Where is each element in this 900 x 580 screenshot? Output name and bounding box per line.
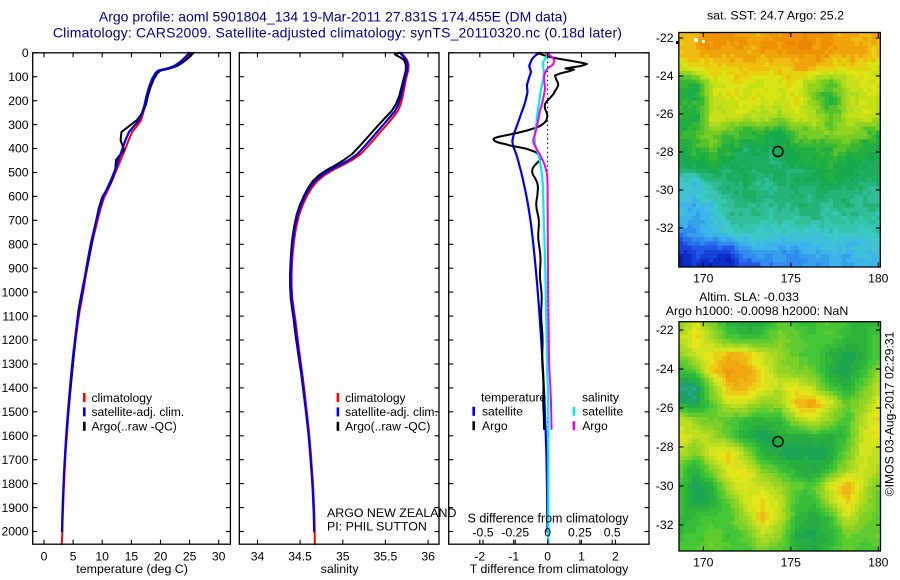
svg-text:-26: -26 bbox=[656, 107, 674, 121]
svg-text:15: 15 bbox=[125, 550, 139, 564]
svg-text:0: 0 bbox=[41, 550, 48, 564]
svg-text:36: 36 bbox=[421, 550, 435, 564]
svg-text:-22: -22 bbox=[656, 323, 674, 337]
svg-text:Argo: Argo bbox=[582, 419, 608, 433]
svg-text:salinity: salinity bbox=[582, 391, 620, 405]
svg-text:salinity: salinity bbox=[321, 562, 360, 576]
svg-text:100: 100 bbox=[8, 70, 29, 84]
svg-text:1200: 1200 bbox=[1, 333, 28, 347]
svg-text:5: 5 bbox=[70, 550, 77, 564]
svg-text:-30: -30 bbox=[656, 479, 674, 493]
svg-text:2000: 2000 bbox=[1, 525, 28, 539]
svg-text:500: 500 bbox=[8, 166, 29, 180]
svg-text:satellite-adj. clim.: satellite-adj. clim. bbox=[92, 405, 185, 419]
svg-text:1000: 1000 bbox=[1, 285, 28, 299]
svg-text:35: 35 bbox=[336, 550, 350, 564]
svg-text:Argo: Argo bbox=[482, 419, 508, 433]
svg-text:-0.5: -0.5 bbox=[472, 526, 493, 540]
svg-text:satellite: satellite bbox=[582, 405, 623, 419]
svg-text:-0.25: -0.25 bbox=[501, 526, 529, 540]
svg-text:1800: 1800 bbox=[1, 477, 28, 491]
svg-text:175: 175 bbox=[781, 272, 802, 286]
svg-text:170: 170 bbox=[693, 272, 714, 286]
svg-text:Argo h1000: -0.0098 h2000: NaN: Argo h1000: -0.0098 h2000: NaN bbox=[666, 304, 849, 318]
svg-text:climatology: climatology bbox=[92, 391, 153, 405]
svg-text:900: 900 bbox=[8, 261, 29, 275]
svg-text:180: 180 bbox=[868, 556, 889, 570]
svg-text:Argo profile: aoml 5901804_134: Argo profile: aoml 5901804_134 19-Mar-20… bbox=[99, 9, 567, 25]
svg-text:10: 10 bbox=[95, 550, 109, 564]
svg-text:1600: 1600 bbox=[1, 429, 28, 443]
svg-text:1900: 1900 bbox=[1, 501, 28, 515]
svg-text:-1: -1 bbox=[508, 550, 519, 564]
svg-text:-32: -32 bbox=[656, 221, 674, 235]
svg-text:700: 700 bbox=[8, 214, 29, 228]
svg-text:-24: -24 bbox=[656, 362, 674, 376]
svg-text:-22: -22 bbox=[656, 31, 674, 45]
svg-text:sat. SST: 24.7 Argo: 25.2: sat. SST: 24.7 Argo: 25.2 bbox=[707, 9, 844, 23]
svg-text:-2: -2 bbox=[474, 550, 485, 564]
svg-text:PI: PHIL SUTTON: PI: PHIL SUTTON bbox=[327, 520, 427, 534]
svg-text:temperature (deg C): temperature (deg C) bbox=[76, 562, 188, 576]
svg-text:300: 300 bbox=[8, 118, 29, 132]
svg-text:30: 30 bbox=[212, 550, 226, 564]
svg-text:1700: 1700 bbox=[1, 453, 28, 467]
svg-text:0: 0 bbox=[544, 526, 551, 540]
svg-text:temperature: temperature bbox=[481, 391, 546, 405]
svg-text:1300: 1300 bbox=[1, 357, 28, 371]
svg-text:-28: -28 bbox=[656, 440, 674, 454]
svg-text:25: 25 bbox=[183, 550, 197, 564]
svg-text:-30: -30 bbox=[656, 183, 674, 197]
svg-text:1500: 1500 bbox=[1, 405, 28, 419]
svg-text:1: 1 bbox=[578, 550, 585, 564]
svg-text:34: 34 bbox=[251, 550, 265, 564]
svg-text:175: 175 bbox=[781, 556, 802, 570]
svg-text:1400: 1400 bbox=[1, 381, 28, 395]
svg-text:180: 180 bbox=[868, 272, 889, 286]
svg-text:20: 20 bbox=[154, 550, 168, 564]
svg-text:600: 600 bbox=[8, 190, 29, 204]
svg-text:0: 0 bbox=[544, 550, 551, 564]
svg-text:35.5: 35.5 bbox=[374, 550, 398, 564]
svg-text:400: 400 bbox=[8, 142, 29, 156]
svg-text:Altim. SLA: -0.033: Altim. SLA: -0.033 bbox=[699, 290, 799, 304]
svg-text:Argo(..raw -QC): Argo(..raw -QC) bbox=[345, 420, 430, 434]
svg-text:Climatology: CARS2009. Satelli: Climatology: CARS2009. Satellite-adjuste… bbox=[53, 25, 622, 41]
svg-text:satellite: satellite bbox=[482, 405, 523, 419]
svg-text:ARGO NEW ZEALAND: ARGO NEW ZEALAND bbox=[327, 506, 456, 520]
svg-text:1100: 1100 bbox=[2, 309, 28, 323]
svg-text:-32: -32 bbox=[656, 518, 674, 532]
svg-text:satellite-adj. clim.: satellite-adj. clim. bbox=[345, 405, 438, 419]
svg-text:170: 170 bbox=[693, 556, 714, 570]
svg-text:0.5: 0.5 bbox=[604, 526, 621, 540]
svg-text:S difference from climatology: S difference from climatology bbox=[468, 512, 630, 526]
svg-text:-26: -26 bbox=[656, 401, 674, 415]
svg-text:800: 800 bbox=[8, 238, 29, 252]
svg-text:T difference from climatology: T difference from climatology bbox=[470, 562, 629, 576]
svg-text:©IMOS 03-Aug-2017 02:29:31: ©IMOS 03-Aug-2017 02:29:31 bbox=[883, 331, 897, 496]
svg-text:34.5: 34.5 bbox=[288, 550, 312, 564]
svg-text:Argo(..raw -QC): Argo(..raw -QC) bbox=[92, 420, 177, 434]
svg-text:climatology: climatology bbox=[345, 391, 406, 405]
svg-text:-28: -28 bbox=[656, 145, 674, 159]
svg-text:0: 0 bbox=[22, 46, 29, 60]
svg-text:0.25: 0.25 bbox=[568, 526, 592, 540]
svg-text:-24: -24 bbox=[656, 69, 674, 83]
svg-text:200: 200 bbox=[8, 94, 29, 108]
svg-text:2: 2 bbox=[612, 550, 619, 564]
